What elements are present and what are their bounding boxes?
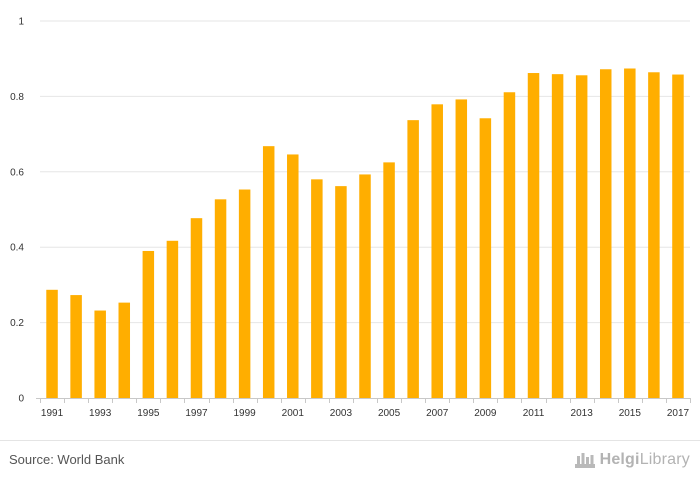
bar xyxy=(648,72,660,398)
bar xyxy=(70,295,82,398)
bar xyxy=(238,189,251,398)
x-axis xyxy=(36,398,691,403)
bar xyxy=(551,74,564,399)
bar xyxy=(166,240,179,398)
x-tick-label: 2009 xyxy=(474,408,497,419)
bar xyxy=(479,118,492,399)
bar xyxy=(46,289,58,398)
x-tick-label: 2001 xyxy=(282,408,305,419)
bar xyxy=(575,75,588,399)
bar xyxy=(383,162,395,398)
x-tick-label: 1991 xyxy=(41,408,64,419)
bar xyxy=(672,74,684,398)
x-tick-label: 1993 xyxy=(89,408,112,419)
x-tick-label: 1997 xyxy=(185,408,208,419)
y-tick-label: 0 xyxy=(18,394,24,405)
bar xyxy=(407,120,419,398)
bar xyxy=(599,69,612,399)
x-tick-label: 2013 xyxy=(571,408,594,419)
bar xyxy=(262,146,275,398)
x-tick-label: 2005 xyxy=(378,408,401,419)
x-tick-label: 2007 xyxy=(426,408,449,419)
y-tick-label: 1 xyxy=(18,17,24,28)
chart-footer: Source: World Bank HelgiLibrary xyxy=(0,440,700,484)
x-tick-label: 2003 xyxy=(330,408,353,419)
bar xyxy=(359,174,371,398)
y-tick-label: 0.8 xyxy=(10,92,24,103)
bars xyxy=(46,68,684,399)
bar xyxy=(527,73,540,398)
bar xyxy=(503,92,516,399)
x-tick-label: 2017 xyxy=(667,408,690,419)
bar xyxy=(455,99,468,398)
x-tick-label: 2011 xyxy=(523,408,545,419)
x-axis-labels: 1991 1993 1995 1997 1999 2001 2003 2005 2007 2009… xyxy=(41,408,690,419)
bar xyxy=(287,154,299,398)
bar xyxy=(190,218,203,398)
source-note: Source: World Bank xyxy=(9,452,125,467)
brand-name-bold: Helgi xyxy=(599,451,640,468)
y-tick-label: 0.2 xyxy=(10,318,24,329)
x-tick-label: 2015 xyxy=(619,408,642,419)
bar xyxy=(335,186,347,398)
y-tick-label: 0.4 xyxy=(10,243,24,254)
bar xyxy=(214,199,227,398)
bar xyxy=(311,179,323,398)
bar xyxy=(142,250,155,398)
bar xyxy=(94,310,106,398)
bar xyxy=(431,104,443,398)
bar-chart: 0 0.2 0.4 0.6 0.8 1 1991 1993 1995 1997 1999 2001 2… xyxy=(10,17,691,419)
bar xyxy=(624,68,636,398)
x-tick-label: 1995 xyxy=(137,408,160,419)
brand-logo: HelgiLibrary xyxy=(574,449,690,471)
y-axis-labels: 0 0.2 0.4 0.6 0.8 1 xyxy=(10,17,24,405)
x-tick-label: 1999 xyxy=(234,408,257,419)
brand-name-rest: Library xyxy=(639,451,690,468)
helgi-library-logo-icon xyxy=(574,453,595,468)
y-tick-label: 0.6 xyxy=(10,167,24,178)
bar xyxy=(118,302,131,398)
brand-name: HelgiLibrary xyxy=(600,451,690,469)
